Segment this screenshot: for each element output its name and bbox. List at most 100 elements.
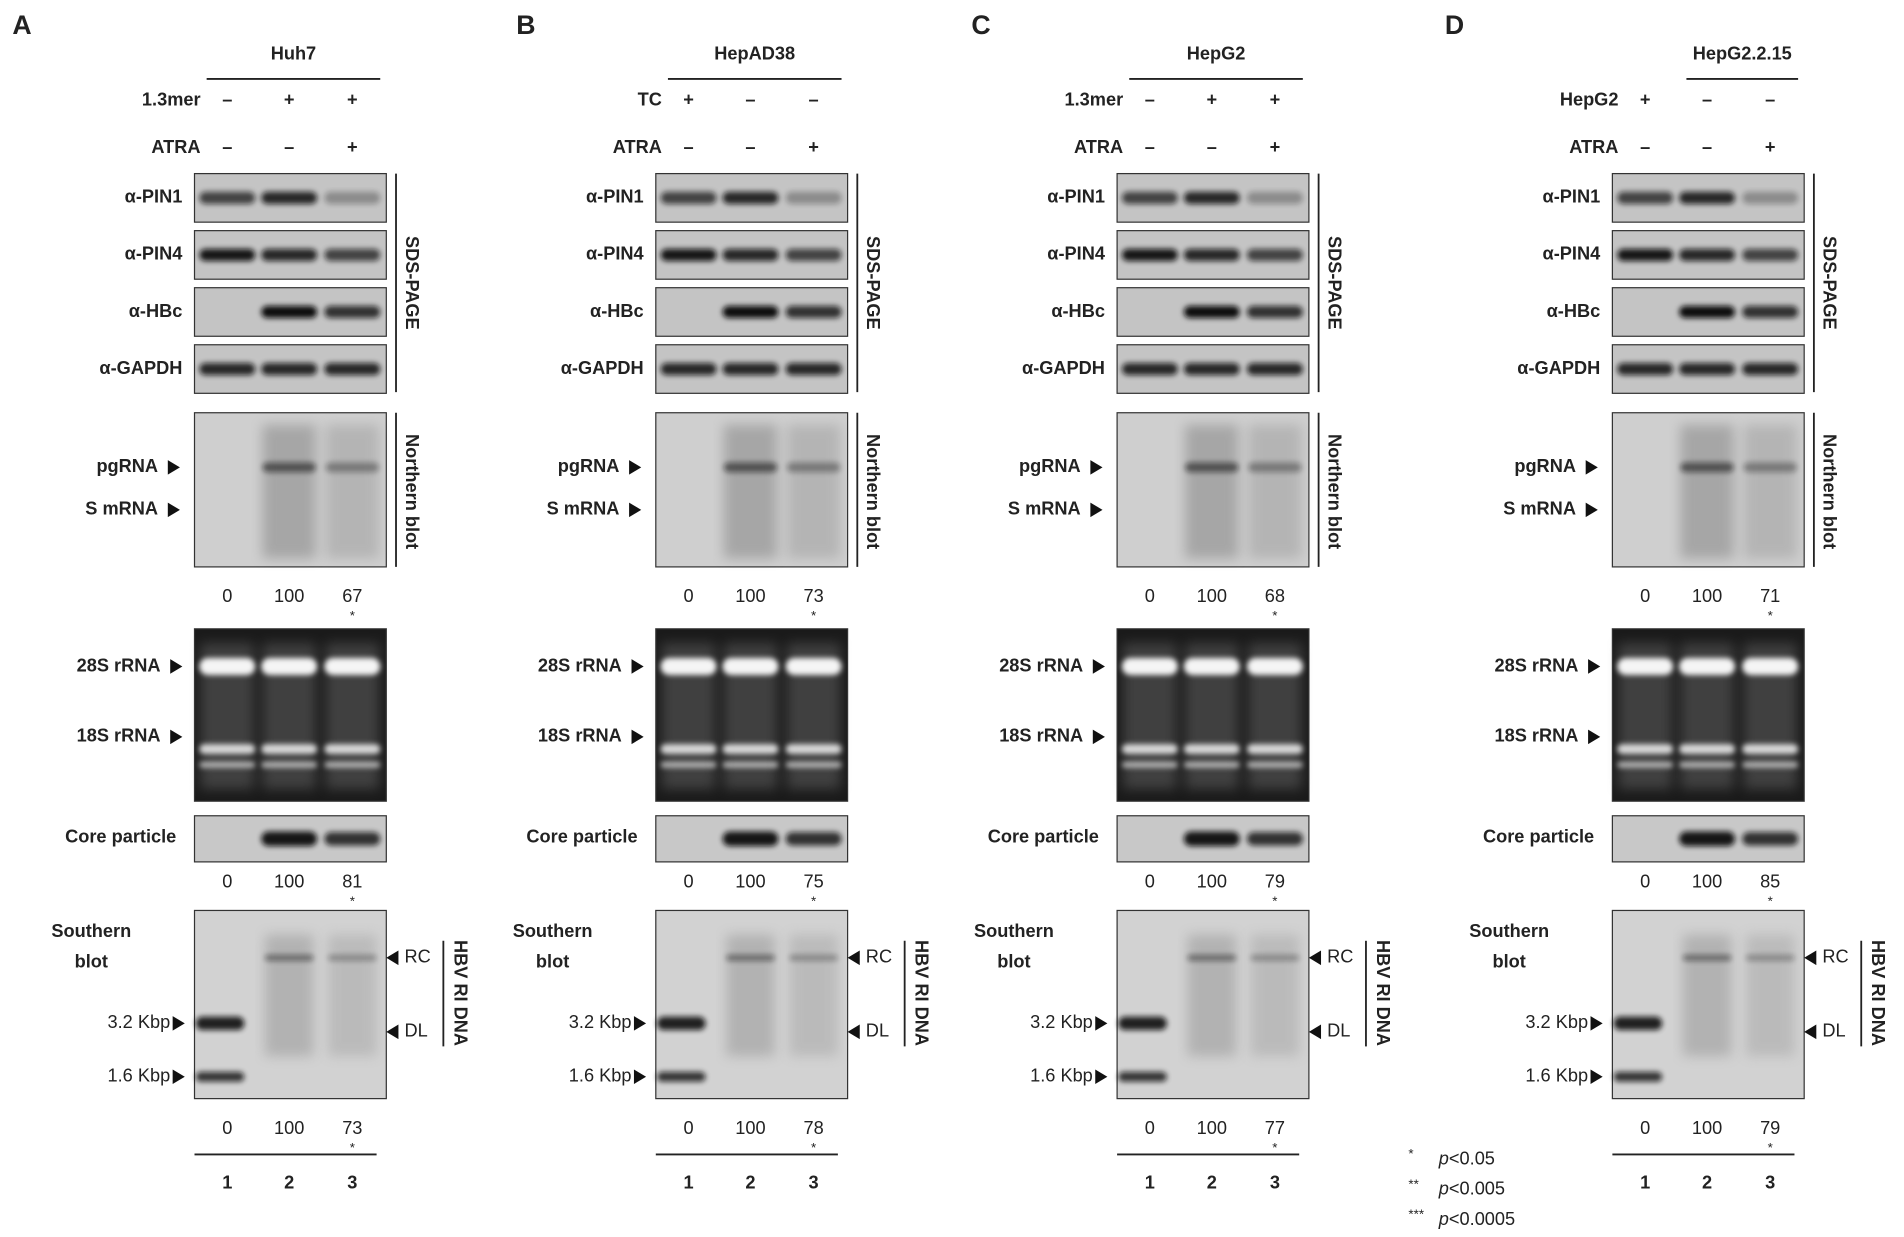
western-label: α-HBc <box>129 301 183 321</box>
significance: * <box>811 893 816 908</box>
western-label: α-PIN1 <box>1047 187 1105 207</box>
southern-label: Southern <box>51 921 131 941</box>
band <box>1742 305 1799 319</box>
arrowhead <box>631 729 644 745</box>
rrna-label: 28S rRNA <box>1494 655 1578 675</box>
band <box>1183 831 1240 847</box>
southern-method: HBV RI DNA <box>1373 940 1393 1046</box>
western-label: α-PIN1 <box>125 187 183 207</box>
southern-label: Southern <box>513 921 593 941</box>
band <box>1742 761 1799 768</box>
smear <box>1743 424 1797 559</box>
rrna-label: 18S rRNA <box>1494 726 1578 746</box>
western-label: α-HBc <box>590 301 644 321</box>
arrowhead <box>170 729 183 745</box>
band <box>1742 362 1799 376</box>
condition-name: TC <box>638 90 662 110</box>
arrowhead <box>167 502 180 518</box>
band <box>1679 248 1735 261</box>
northern-label: S mRNA <box>547 499 620 519</box>
cell-line: HepG2 <box>1187 43 1246 63</box>
band <box>324 362 381 376</box>
band <box>1183 744 1240 754</box>
dna-form: RC <box>1822 947 1848 967</box>
quantification: 100 <box>735 871 765 891</box>
smear <box>786 424 841 559</box>
lane-number: 1 <box>1145 1172 1155 1192</box>
significance: * <box>811 1140 816 1155</box>
arrowhead <box>1095 1069 1108 1085</box>
significance: * <box>1768 1140 1773 1155</box>
cell-line: HepAD38 <box>714 43 795 63</box>
condition-sign: + <box>347 90 358 110</box>
band <box>1617 191 1674 204</box>
band <box>199 744 256 754</box>
band <box>1183 248 1240 261</box>
dna-form: RC <box>1327 947 1353 967</box>
band <box>723 462 778 473</box>
southern-label: Southern <box>1469 921 1549 941</box>
condition-name: HepG2 <box>1560 90 1619 110</box>
rrna-label: 28S rRNA <box>538 655 622 675</box>
size-marker: 3.2 Kbp <box>569 1012 632 1032</box>
band <box>199 657 256 675</box>
condition-sign: – <box>745 90 755 110</box>
band <box>199 248 256 261</box>
quantification: 100 <box>735 1118 765 1138</box>
northern-label: S mRNA <box>1008 499 1081 519</box>
size-marker: 1.6 Kbp <box>108 1066 171 1086</box>
western-label: α-GAPDH <box>561 358 644 378</box>
band <box>722 831 779 847</box>
lane-number: 1 <box>222 1172 232 1192</box>
band <box>1679 305 1735 319</box>
band <box>657 1016 706 1031</box>
band <box>657 1071 706 1082</box>
southern-label: blot <box>1493 951 1526 971</box>
smear <box>264 934 314 1057</box>
quantification: 100 <box>1692 1118 1722 1138</box>
smear <box>1187 934 1237 1057</box>
condition-sign: – <box>1702 137 1712 157</box>
quantification: 68 <box>1265 586 1285 606</box>
lane-number: 2 <box>745 1172 755 1192</box>
band <box>1187 954 1237 961</box>
panel-letter: A <box>12 10 31 40</box>
band <box>261 744 318 754</box>
core-label: Core particle <box>988 826 1099 846</box>
panel-letter: C <box>971 10 990 40</box>
western-method: SDS-PAGE <box>402 236 422 330</box>
band <box>1679 191 1735 204</box>
band <box>199 761 256 768</box>
dna-form: DL <box>1822 1021 1845 1041</box>
band <box>1679 744 1735 754</box>
arrowhead <box>1095 1016 1108 1031</box>
arrowhead <box>631 659 644 674</box>
panel-letter: B <box>516 10 535 40</box>
band <box>261 362 318 376</box>
quantification: 78 <box>803 1118 823 1138</box>
legend-threshold: <0.0005 <box>1449 1209 1515 1229</box>
band <box>1121 248 1178 261</box>
quantification: 73 <box>803 586 823 606</box>
size-marker: 3.2 Kbp <box>108 1012 171 1032</box>
band <box>1679 362 1735 376</box>
condition-sign: + <box>1765 137 1776 157</box>
quantification: 0 <box>1640 586 1650 606</box>
band <box>1121 362 1178 376</box>
quantification: 0 <box>1145 586 1155 606</box>
lane-number: 2 <box>284 1172 294 1192</box>
band <box>261 248 318 261</box>
arrowhead <box>386 950 399 966</box>
band <box>1679 657 1735 675</box>
arrowhead <box>1588 659 1601 674</box>
arrowhead <box>1308 1024 1322 1040</box>
significance: * <box>1272 1140 1277 1155</box>
smear <box>726 934 775 1057</box>
band <box>660 362 717 376</box>
band <box>785 191 842 204</box>
arrowhead <box>172 1069 185 1085</box>
legend-text: p<0.005 <box>1438 1178 1505 1198</box>
condition-sign: – <box>284 137 294 157</box>
legend-mark: * <box>1408 1146 1413 1161</box>
band <box>785 362 842 376</box>
